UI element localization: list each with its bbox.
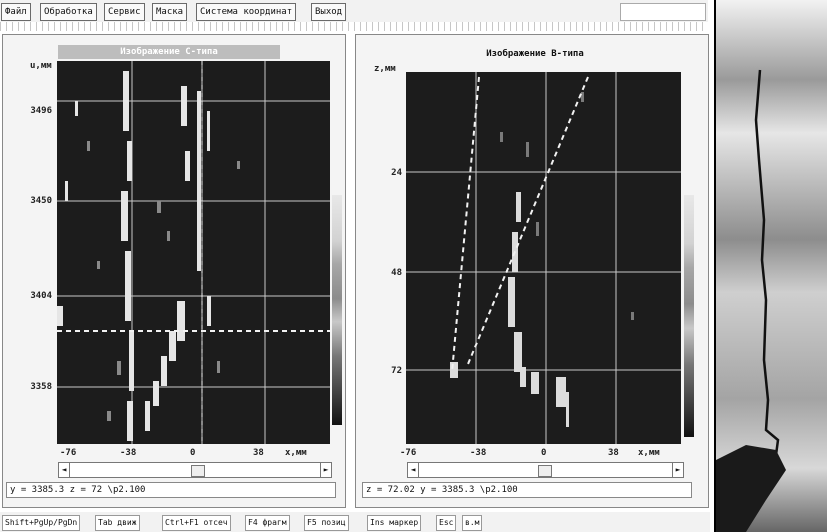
b-y-unit: z,мм — [374, 64, 396, 74]
status-hint[interactable]: F4 фрагм — [245, 515, 290, 531]
c-horizontal-scrollbar[interactable]: ◄ ► — [58, 462, 332, 478]
b-x-tick: 0 — [541, 448, 547, 458]
b-grid — [406, 72, 681, 444]
status-hint[interactable]: Ctrl+F1 отсеч — [162, 515, 231, 531]
status-hint[interactable]: Ins маркер — [367, 515, 422, 531]
crack-photo-image — [716, 0, 827, 532]
status-hint[interactable]: в.м — [462, 515, 483, 531]
status-bar: Shift+PgUp/PgDn Tab движ Ctrl+F1 отсеч F… — [0, 512, 710, 532]
b-x-tick: -76 — [400, 448, 417, 458]
scroll-thumb[interactable] — [538, 465, 552, 477]
b-scan-signals — [450, 192, 569, 427]
b-scan-title: Изображение В-типа — [486, 49, 584, 59]
b-scan-image — [406, 72, 681, 444]
c-palette — [332, 195, 342, 425]
c-scan-plot[interactable] — [57, 61, 330, 444]
c-scan-noise — [87, 141, 240, 421]
b-x-tick: 38 — [608, 448, 619, 458]
menu-mask[interactable]: Маска — [152, 3, 188, 21]
c-coord-readout: y = 3385.3 z = 72 \p2.100 — [6, 482, 336, 498]
b-y-tick: 48 — [391, 268, 402, 278]
c-x-tick: 38 — [253, 448, 264, 458]
scroll-left-icon[interactable]: ◄ — [59, 463, 70, 477]
menu-indicator — [620, 3, 706, 21]
menu-service[interactable]: Сервис — [104, 3, 145, 21]
scroll-right-icon[interactable]: ► — [672, 463, 683, 477]
status-hint[interactable]: Tab движ — [95, 515, 140, 531]
scroll-thumb[interactable] — [191, 465, 205, 477]
b-palette — [684, 195, 694, 437]
c-y-unit: u,мм — [30, 61, 52, 71]
c-scan-image — [57, 61, 330, 444]
menu-coordinate-system[interactable]: Система координат — [196, 3, 297, 21]
b-horizontal-scrollbar[interactable]: ◄ ► — [407, 462, 684, 478]
c-y-tick: 3404 — [30, 291, 52, 301]
crack-photo — [714, 0, 827, 532]
b-scan-plot[interactable] — [406, 72, 681, 444]
scroll-right-icon[interactable]: ► — [320, 463, 331, 477]
b-x-tick: -38 — [470, 448, 487, 458]
scroll-left-icon[interactable]: ◄ — [408, 463, 419, 477]
b-cursor-line-1[interactable] — [451, 76, 480, 373]
top-ruler — [0, 22, 708, 31]
c-scan-title: Изображение С-типа — [58, 45, 280, 59]
status-hint[interactable]: Esc — [436, 515, 457, 531]
c-grid — [57, 61, 330, 444]
b-y-tick: 72 — [391, 366, 402, 376]
status-hint[interactable]: Shift+PgUp/PgDn — [2, 515, 81, 531]
b-x-unit: x,мм — [638, 448, 660, 458]
dark-region — [716, 445, 786, 532]
c-scan-signals — [57, 71, 211, 441]
b-cursor-line-2[interactable] — [467, 76, 589, 365]
c-x-tick: -76 — [60, 448, 77, 458]
b-y-tick: 24 — [391, 168, 402, 178]
c-x-tick: 0 — [190, 448, 196, 458]
c-x-unit: x,мм — [285, 448, 307, 458]
menu-file[interactable]: Файл — [1, 3, 31, 21]
b-coord-readout: z = 72.02 y = 3385.3 \p2.100 — [362, 482, 692, 498]
c-y-tick: 3496 — [30, 106, 52, 116]
c-y-tick: 3450 — [30, 196, 52, 206]
status-hint[interactable]: F5 позиц — [304, 515, 349, 531]
c-x-tick: -38 — [120, 448, 137, 458]
c-y-tick: 3358 — [30, 382, 52, 392]
menu-exit[interactable]: Выход — [311, 3, 347, 21]
menu-bar: Файл Обработка Сервис Маска Система коор… — [0, 0, 708, 22]
b-scan-noise — [500, 92, 634, 320]
menu-processing[interactable]: Обработка — [40, 3, 97, 21]
